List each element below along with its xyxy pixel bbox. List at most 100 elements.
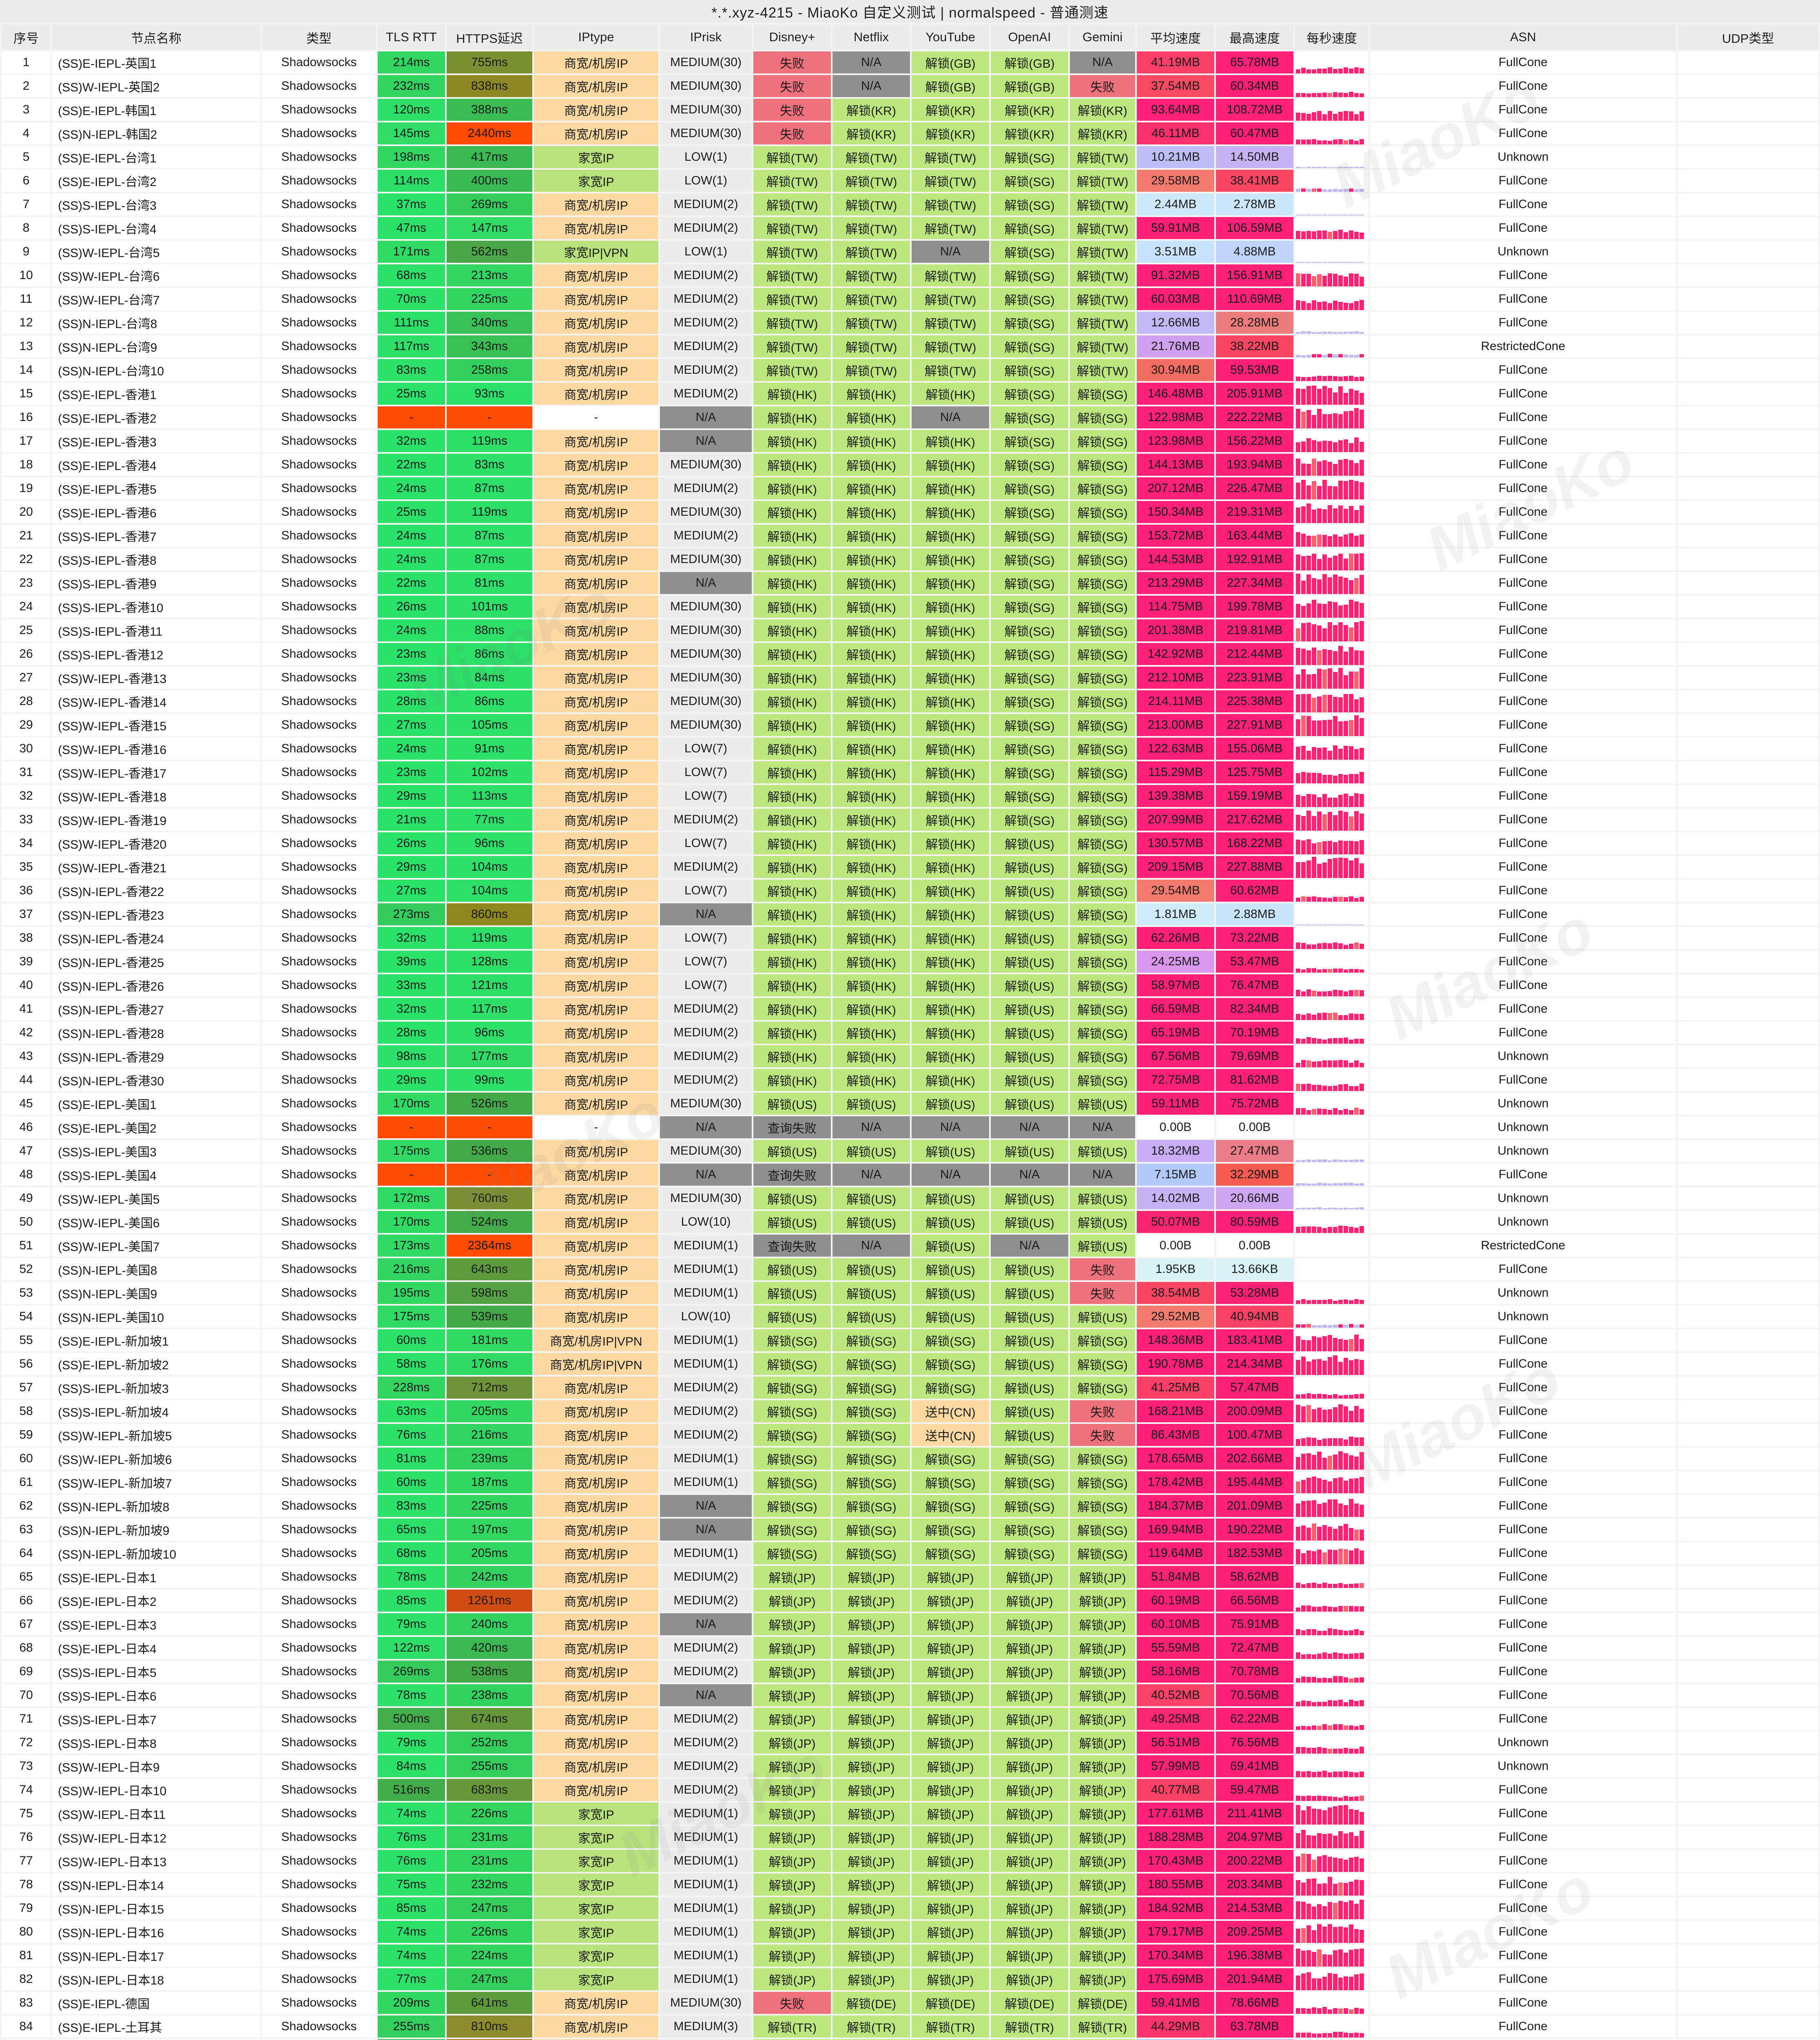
cell-max-speed: 79.69MB: [1216, 1045, 1293, 1067]
cell-ip-risk: MEDIUM(2): [660, 264, 752, 286]
cell-max-speed: 27.47MB: [1216, 1140, 1293, 1162]
cell-gemini: 解锁(SG): [1070, 406, 1135, 428]
cell-type: Shadowsocks: [262, 1874, 376, 1896]
cell-youtube: 解锁(HK): [912, 619, 989, 641]
cell-youtube: 解锁(US): [912, 1093, 989, 1115]
cell-https-latency: 86ms: [447, 690, 532, 712]
cell-udp-type: [1678, 1661, 1818, 1683]
cell-tls-rtt: 145ms: [378, 122, 445, 144]
cell-max-speed: 2.78MB: [1216, 193, 1293, 215]
cell-gemini: 解锁(JP): [1070, 1732, 1135, 1754]
cell-ip-type: 商宽/机房IP: [534, 974, 658, 996]
cell-youtube: 解锁(JP): [912, 1732, 989, 1754]
cell-youtube: 解锁(HK): [912, 643, 989, 665]
cell-youtube: N/A: [912, 406, 989, 428]
cell-tls-rtt: 170ms: [378, 1211, 445, 1233]
cell-tls-rtt: 98ms: [378, 1045, 445, 1067]
cell-seq: 64: [2, 1542, 51, 1564]
cell-avg-speed: 91.32MB: [1137, 264, 1214, 286]
cell-avg-speed: 8.98MB: [1137, 2039, 1214, 2040]
cell-ip-type: 商宽/机房IP: [534, 1235, 658, 1257]
cell-gemini: 失败: [1070, 75, 1135, 97]
cell-node-name: (SS)W-IEPL-美国5: [52, 1187, 260, 1209]
per-second-speed-sparkline: [1295, 1282, 1368, 1304]
cell-openai: 解锁(JP): [991, 1779, 1068, 1801]
cell-openai: 解锁(JP): [991, 1708, 1068, 1730]
cell-asn: FullCone: [1370, 951, 1676, 973]
cell-asn: FullCone: [1370, 1921, 1676, 1943]
cell-asn: FullCone: [1370, 99, 1676, 121]
cell-openai: 解锁(SG): [991, 738, 1068, 760]
cell-tls-rtt: 21ms: [378, 809, 445, 831]
cell-disney: 解锁(TW): [753, 312, 831, 334]
cell-asn: FullCone: [1370, 880, 1676, 902]
cell-speed-graph: [1295, 572, 1368, 594]
cell-disney: 解锁(HK): [753, 619, 831, 641]
cell-node-name: (SS)E-IEPL-韩国1: [52, 99, 260, 121]
cell-max-speed: 0.00B: [1216, 1116, 1293, 1138]
cell-ip-risk: N/A: [660, 1116, 752, 1138]
cell-avg-speed: 179.17MB: [1137, 1921, 1214, 1943]
cell-disney: 解锁(HK): [753, 501, 831, 523]
cell-gemini: 解锁(US): [1070, 1093, 1135, 1115]
cell-node-name: (SS)N-IEPL-日本15: [52, 1897, 260, 1919]
table-row: 42 (SS)N-IEPL-香港28 Shadowsocks 28ms 96ms 商宽/机…: [2, 1022, 1818, 1044]
cell-netflix: 解锁(JP): [833, 1732, 910, 1754]
cell-max-speed: 38.41MB: [1216, 170, 1293, 192]
per-second-speed-sparkline: [1295, 1377, 1368, 1399]
cell-disney: 解锁(HK): [753, 383, 831, 405]
cell-ip-type: 商宽/机房IP: [534, 1495, 658, 1517]
cell-type: Shadowsocks: [262, 406, 376, 428]
cell-udp-type: [1678, 1329, 1818, 1351]
cell-type: Shadowsocks: [262, 454, 376, 476]
cell-udp-type: [1678, 525, 1818, 547]
cell-youtube: 解锁(DE): [912, 1992, 989, 2014]
cell-ip-risk: MEDIUM(1): [660, 1803, 752, 1825]
cell-ip-type: 商宽/机房IP: [534, 714, 658, 736]
cell-seq: 55: [2, 1329, 51, 1351]
cell-gemini: 解锁(JP): [1070, 1590, 1135, 1612]
cell-https-latency: 258ms: [447, 359, 532, 381]
cell-https-latency: 77ms: [447, 809, 532, 831]
cell-youtube: 解锁(HK): [912, 998, 989, 1020]
cell-speed-graph: [1295, 146, 1368, 168]
per-second-speed-sparkline: [1295, 785, 1368, 807]
cell-openai: 解锁(SG): [991, 690, 1068, 712]
cell-openai: 解锁(JP): [991, 1921, 1068, 1943]
per-second-speed-sparkline: [1295, 1093, 1368, 1115]
cell-asn: Unknown: [1370, 1732, 1676, 1754]
cell-netflix: 解锁(HK): [833, 880, 910, 902]
cell-speed-graph: [1295, 1566, 1368, 1588]
cell-type: Shadowsocks: [262, 241, 376, 263]
per-second-speed-sparkline: [1295, 1353, 1368, 1375]
cell-type: Shadowsocks: [262, 738, 376, 760]
cell-asn: Unknown: [1370, 1187, 1676, 1209]
per-second-speed-sparkline: [1295, 312, 1368, 334]
cell-max-speed: 192.91MB: [1216, 548, 1293, 570]
cell-avg-speed: 59.41MB: [1137, 1992, 1214, 2014]
cell-tls-rtt: 122ms: [378, 1637, 445, 1659]
cell-speed-graph: [1295, 312, 1368, 334]
cell-seq: 21: [2, 525, 51, 547]
table-row: 76 (SS)W-IEPL-日本12 Shadowsocks 76ms 231ms 家宽I…: [2, 1826, 1818, 1848]
cell-avg-speed: 57.99MB: [1137, 1755, 1214, 1777]
cell-tls-rtt: 29ms: [378, 856, 445, 878]
per-second-speed-sparkline: [1295, 714, 1368, 736]
cell-gemini: 解锁(US): [1070, 1211, 1135, 1233]
table-row: 31 (SS)W-IEPL-香港17 Shadowsocks 23ms 102ms 商宽/…: [2, 761, 1818, 783]
cell-max-speed: 72.47MB: [1216, 1637, 1293, 1659]
cell-ip-risk: N/A: [660, 903, 752, 925]
cell-seq: 25: [2, 619, 51, 641]
cell-asn: Unknown: [1370, 1093, 1676, 1115]
cell-tls-rtt: 209ms: [378, 1992, 445, 2014]
cell-openai: 解锁(SG): [991, 312, 1068, 334]
cell-seq: 22: [2, 548, 51, 570]
cell-asn: FullCone: [1370, 785, 1676, 807]
cell-openai: 解锁(US): [991, 1069, 1068, 1091]
cell-type: Shadowsocks: [262, 785, 376, 807]
cell-udp-type: [1678, 643, 1818, 665]
cell-speed-graph: [1295, 1945, 1368, 1967]
cell-ip-type: 商宽/机房IP: [534, 1140, 658, 1162]
column-header-avg-speed: 平均速度: [1137, 24, 1214, 50]
cell-type: Shadowsocks: [262, 832, 376, 854]
